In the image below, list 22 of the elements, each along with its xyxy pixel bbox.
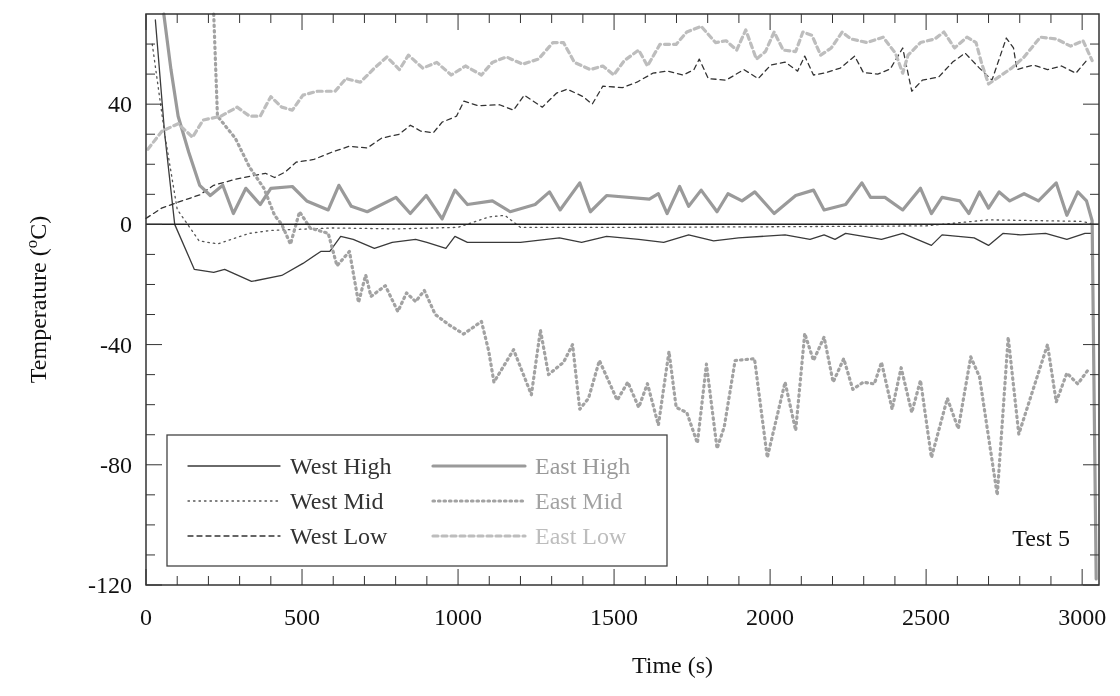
x-tick-label: 500 [284,604,321,630]
legend-label: East Mid [535,488,623,514]
line-series [146,24,1094,151]
line-series [162,12,1098,581]
x-tick-label: 1000 [434,604,483,630]
y-tick-label: -40 [100,331,132,358]
y-tick-label: 40 [108,91,132,118]
x-tick-label: 1500 [590,604,639,630]
y-tick-label: -120 [88,572,132,598]
y-tick-label: 0 [120,211,132,238]
x-axis-title: Time (s) [631,652,714,678]
legend-label: East Low [535,523,627,549]
y-tick-label: -80 [100,451,132,478]
x-tick-label: 2500 [902,604,951,630]
x-tick-label: 2000 [746,604,795,630]
legend-label: East High [535,453,631,479]
legend-label: West Mid [290,488,384,514]
x-tick-label: 0 [140,604,152,630]
legend-label: West High [290,453,392,479]
annotation: Test 5 [1012,525,1070,551]
legend-label: West Low [290,523,389,549]
x-tick-label: 3000 [1058,604,1107,630]
